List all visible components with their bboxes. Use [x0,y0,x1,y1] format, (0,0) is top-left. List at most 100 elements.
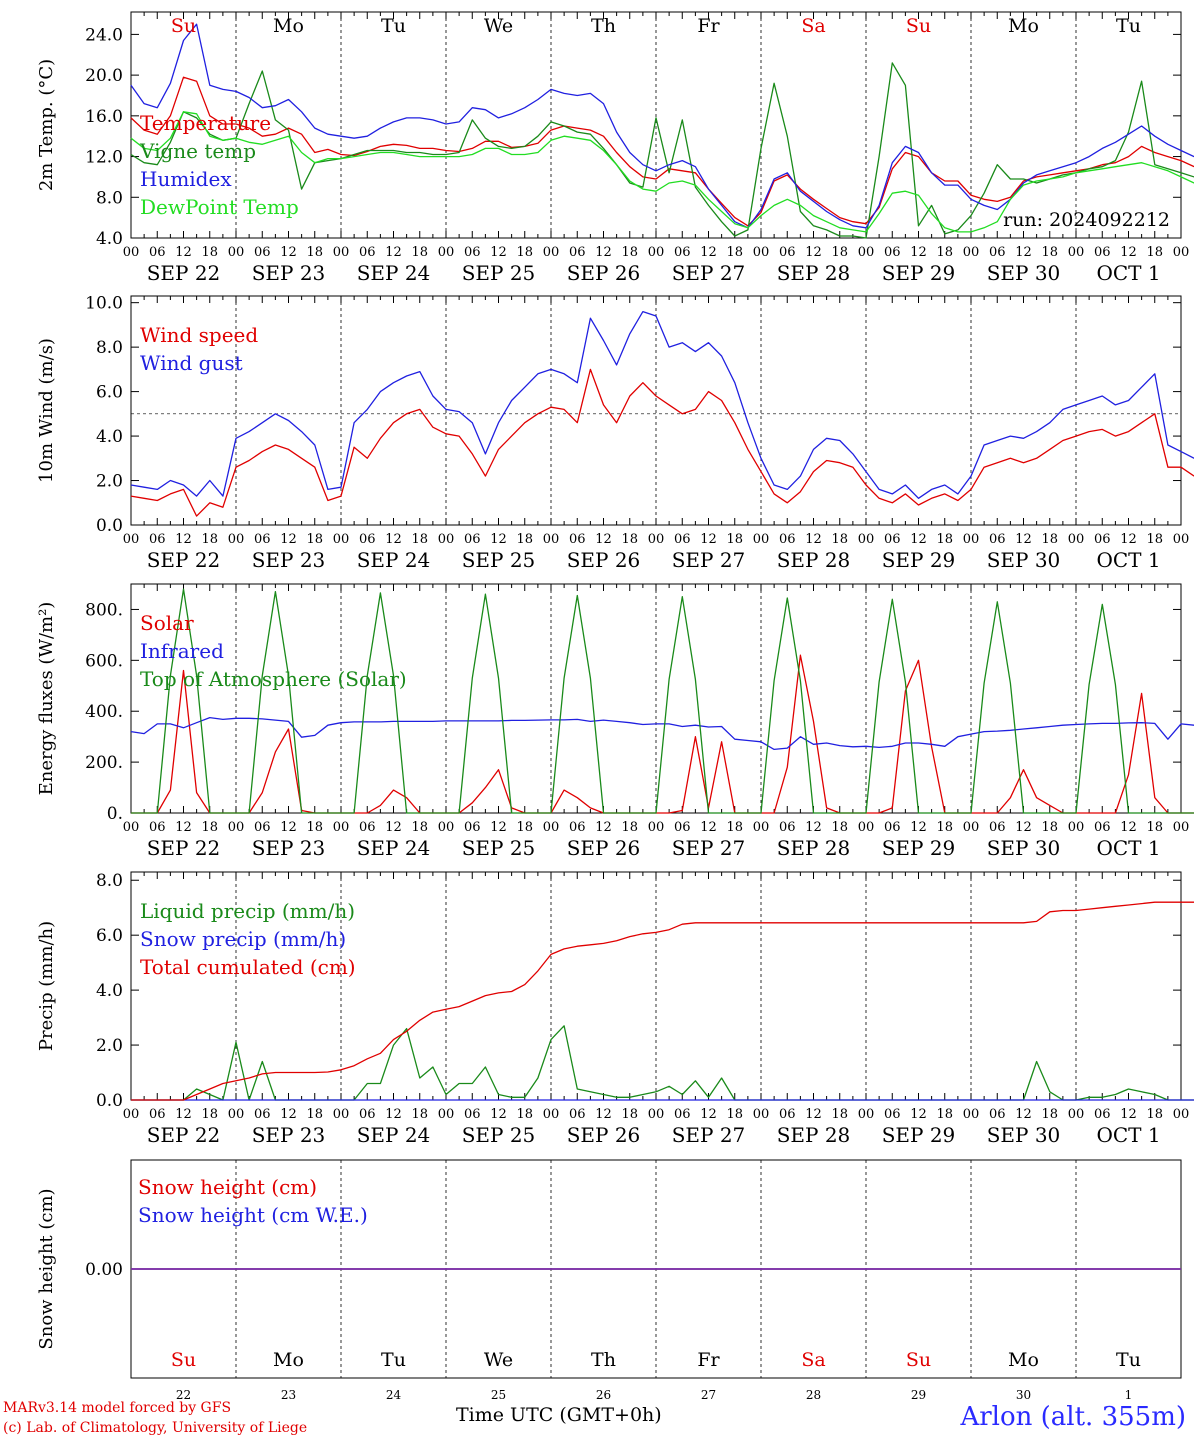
hour-tick-label: 12 [280,245,297,260]
legend-entry: Top of Atmosphere (Solar) [140,667,407,691]
day-name-label: Th [591,15,616,37]
series-line [131,654,1194,814]
hour-tick-label: 12 [1015,245,1032,260]
hour-tick-label: 12 [490,1107,507,1122]
hour-tick-label: 12 [910,820,927,835]
y-tick-label: 4.0 [96,981,123,1001]
hour-tick-label: 00 [333,245,350,260]
hour-tick-label: 12 [490,245,507,260]
series-line [130,62,1194,239]
y-axis-label: 10m Wind (m/s) [36,338,57,483]
hour-tick-label: 18 [936,245,953,260]
hour-tick-label: 00 [543,820,560,835]
date-label: OCT 1 [1096,548,1160,572]
y-tick-label: 600. [85,651,123,671]
hour-tick-label: 00 [123,820,140,835]
series-line [131,588,1194,814]
day-name-label: Fr [697,15,720,37]
hour-tick-label: 00 [123,1107,140,1122]
bottom-date-label: 26 [596,1388,611,1402]
hour-tick-label: 12 [175,532,192,547]
hour-tick-label: 06 [779,245,796,260]
hour-tick-label: 12 [700,532,717,547]
y-tick-label: 6.0 [96,926,123,946]
hour-tick-label: 06 [674,532,691,547]
hour-tick-label: 12 [490,820,507,835]
date-label: SEP 27 [672,548,746,572]
y-tick-label: 16.0 [85,107,123,127]
hour-tick-label: 06 [464,1107,481,1122]
y-tick-label: 200. [85,753,123,773]
y-tick-label: 8.0 [96,871,123,891]
day-name-label: Sa [801,15,825,37]
day-name-label: Su [906,15,931,37]
hour-tick-label: 12 [1015,820,1032,835]
hour-tick-label: 12 [280,820,297,835]
legend-entry: Snow height (cm W.E.) [138,1203,368,1227]
hour-tick-label: 18 [201,820,218,835]
y-tick-label: 4.0 [96,229,123,249]
date-label: SEP 24 [357,261,431,285]
hour-tick-label: 18 [1146,532,1163,547]
date-label: SEP 30 [987,261,1061,285]
hour-tick-label: 18 [726,245,743,260]
date-label: OCT 1 [1096,261,1160,285]
date-label: SEP 25 [462,548,536,572]
hour-tick-label: 00 [123,245,140,260]
y-tick-label: 8.0 [96,188,123,208]
date-label: SEP 23 [252,261,326,285]
day-name-label: Th [591,1349,616,1371]
hour-tick-label: 00 [1068,532,1085,547]
hour-tick-label: 00 [753,820,770,835]
date-label: SEP 26 [567,548,641,572]
date-label: SEP 23 [252,548,326,572]
hour-tick-label: 12 [385,245,402,260]
hour-tick-label: 00 [438,532,455,547]
hour-tick-label: 12 [595,245,612,260]
hour-tick-label: 06 [989,820,1006,835]
date-label: SEP 24 [357,836,431,860]
day-name-label: Su [171,15,196,37]
y-axis-label: Snow height (cm) [36,1188,57,1349]
hour-tick-label: 06 [779,1107,796,1122]
y-axis-label: Precip (mm/h) [36,921,57,1051]
hour-tick-label: 18 [936,820,953,835]
y-tick-label: 0.00 [85,1260,123,1280]
date-label: SEP 29 [882,836,956,860]
hour-tick-label: 06 [989,245,1006,260]
hour-tick-label: 00 [1173,532,1190,547]
hour-tick-label: 18 [831,532,848,547]
legend-entry: Solar [140,611,194,635]
day-name-label: Su [171,1349,196,1371]
date-label: SEP 26 [567,836,641,860]
hour-tick-label: 06 [674,245,691,260]
hour-tick-label: 06 [254,245,271,260]
series-line [130,310,1194,499]
hour-tick-label: 00 [648,820,665,835]
date-label: SEP 22 [147,1123,221,1147]
hour-tick-label: 00 [648,245,665,260]
hour-tick-label: 00 [1068,1107,1085,1122]
hour-tick-label: 06 [884,820,901,835]
y-tick-label: 800. [85,600,123,620]
hour-tick-label: 00 [858,245,875,260]
hour-tick-label: 12 [1120,1107,1137,1122]
y-axis-label: 2m Temp. (°C) [36,59,57,191]
hour-tick-label: 18 [516,532,533,547]
bottom-date-label: 28 [806,1388,821,1402]
hour-tick-label: 12 [490,532,507,547]
hour-tick-label: 12 [175,245,192,260]
bottom-date-label: 27 [701,1388,716,1402]
hour-tick-label: 18 [306,820,323,835]
y-tick-label: 12.0 [85,148,123,168]
series-line [130,111,1194,233]
hour-tick-label: 18 [1041,532,1058,547]
hour-tick-label: 12 [910,1107,927,1122]
hour-tick-label: 00 [1068,820,1085,835]
day-name-label: Tu [1116,1349,1141,1371]
hour-tick-label: 12 [700,245,717,260]
y-axis-label: Energy fluxes (W/m²) [36,602,57,796]
date-label: SEP 30 [987,1123,1061,1147]
y-tick-label: 6.0 [96,383,123,403]
